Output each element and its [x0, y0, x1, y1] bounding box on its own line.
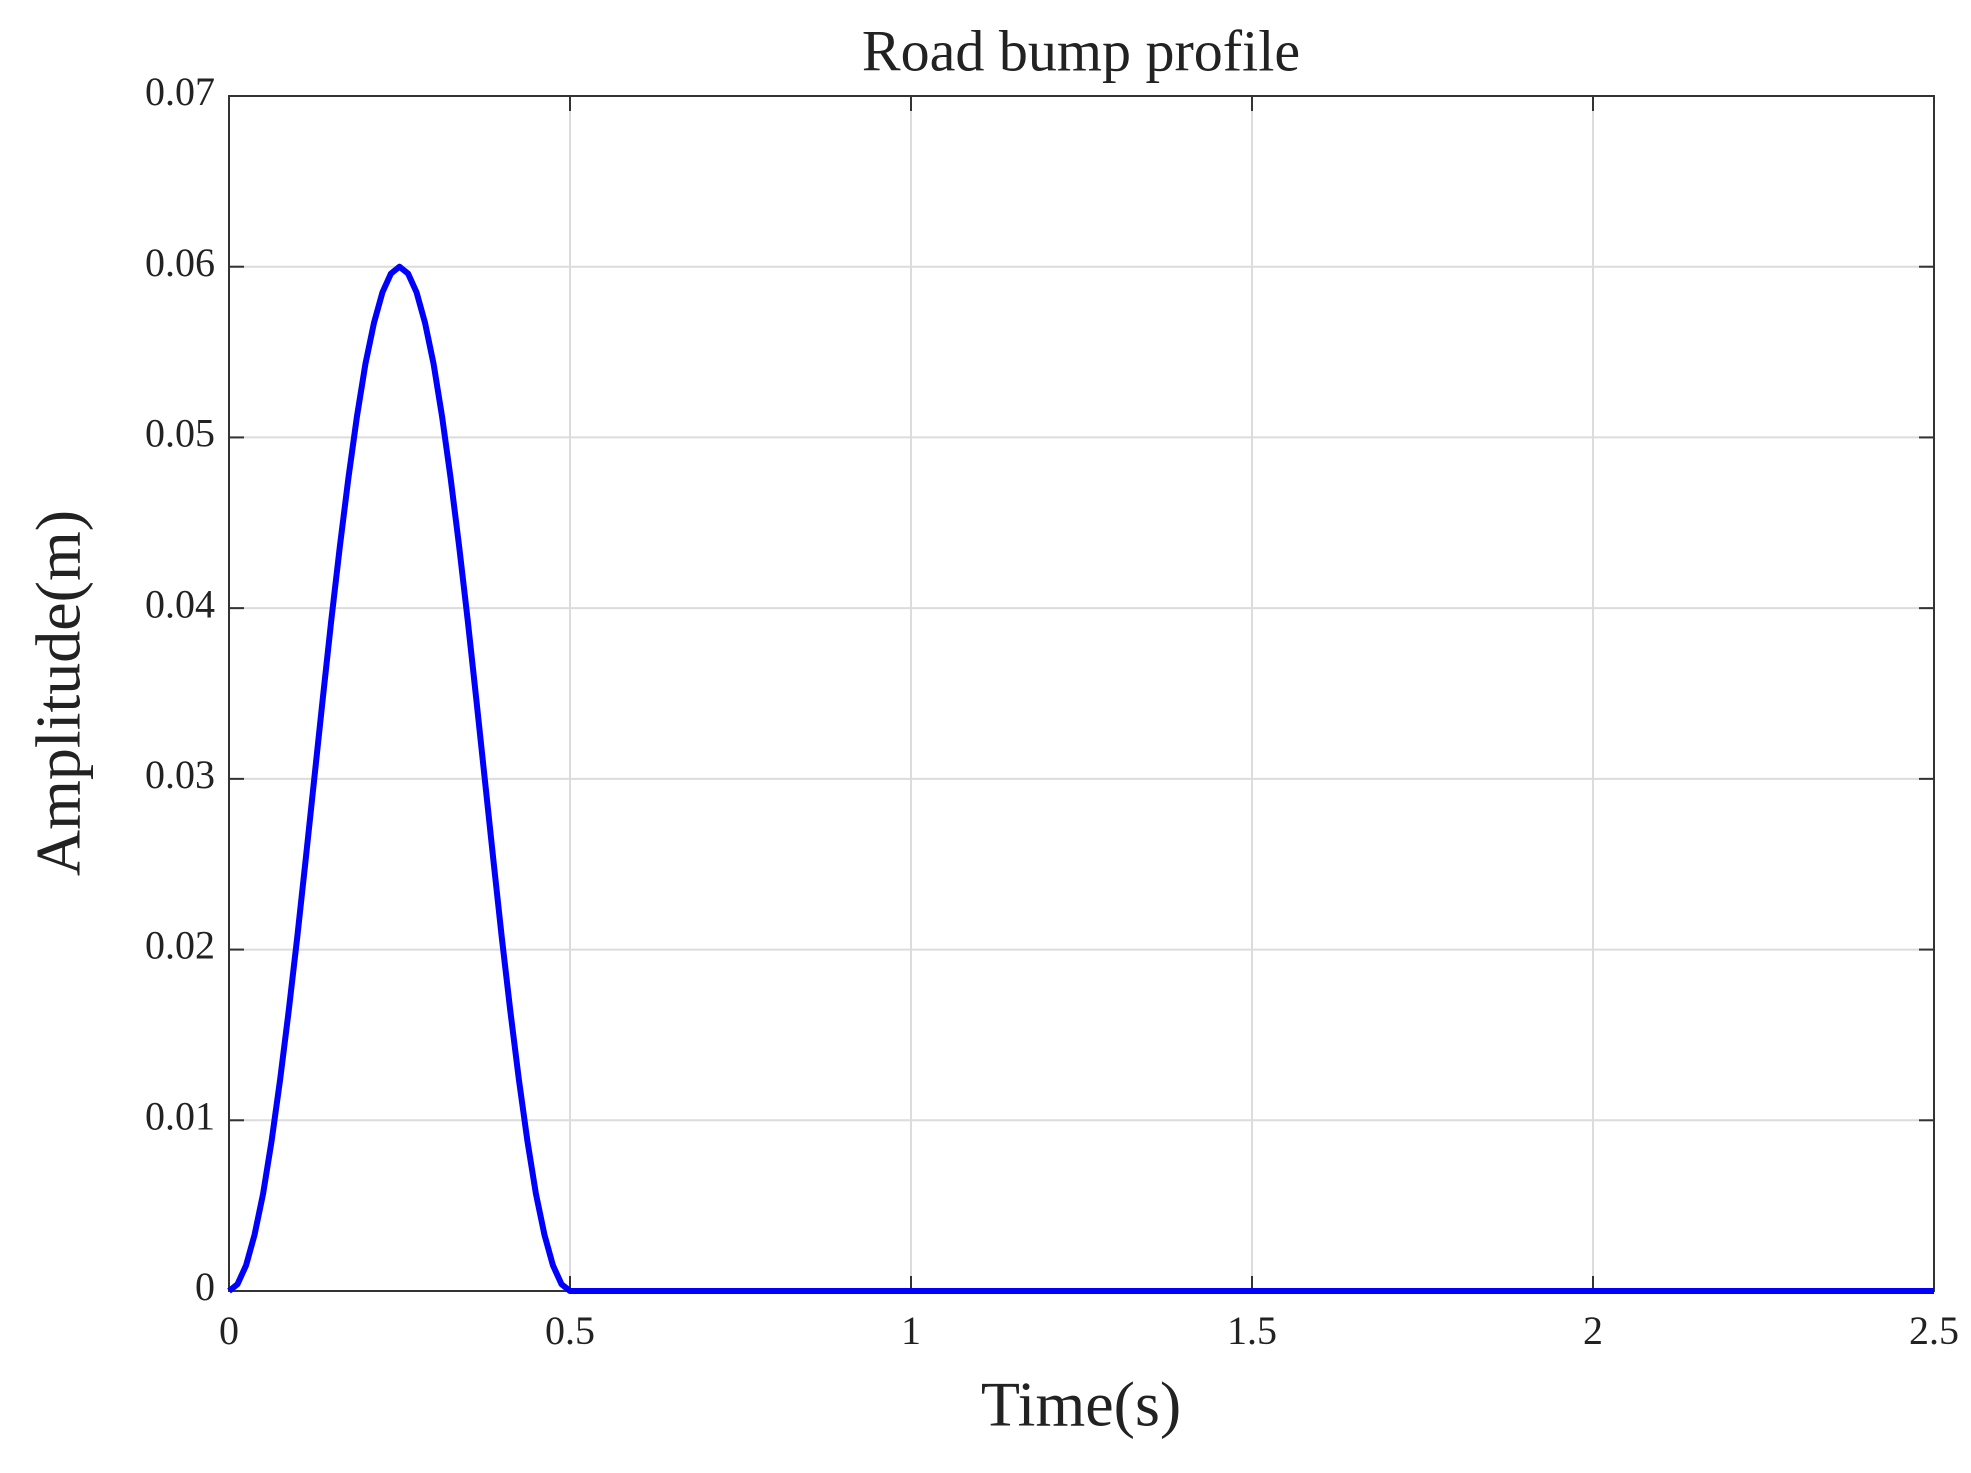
x-tick-label: 0 — [219, 1308, 239, 1353]
y-tick-label: 0.02 — [145, 923, 215, 968]
data-line — [227, 263, 1934, 1294]
y-tick-label: 0.03 — [145, 752, 215, 797]
y-tick-label: 0.05 — [145, 411, 215, 456]
y-tick-label: 0.07 — [145, 69, 215, 114]
y-tick-label: 0 — [195, 1264, 215, 1309]
plot-frame — [228, 95, 1935, 1292]
chart-title: Road bump profile — [862, 18, 1300, 83]
x-tick-label: 1 — [901, 1308, 921, 1353]
y-axis-label: Amplitude(m) — [23, 510, 94, 876]
x-tick-label: 0.5 — [545, 1308, 595, 1353]
y-tick-label: 0.06 — [145, 240, 215, 285]
y-tick-label: 0.04 — [145, 581, 215, 626]
y-tick-label: 0.01 — [145, 1093, 215, 1138]
x-tick-label: 2.5 — [1909, 1308, 1959, 1353]
x-tick-label: 2 — [1583, 1308, 1603, 1353]
x-tick-label: 1.5 — [1227, 1308, 1277, 1353]
x-axis-label: Time(s) — [981, 1369, 1181, 1440]
